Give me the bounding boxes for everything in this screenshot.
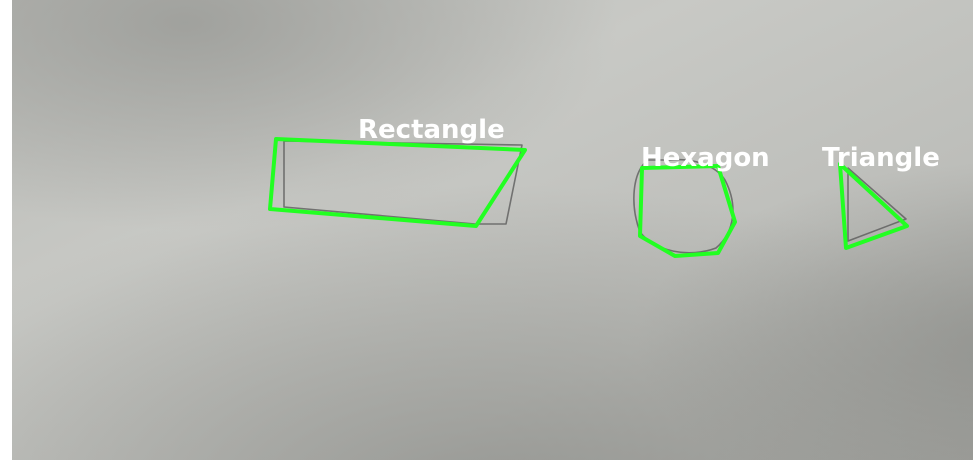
triangle-detection: Triangle xyxy=(822,143,940,250)
hexagon-contour xyxy=(638,164,737,258)
rectangle-contour xyxy=(268,137,527,228)
triangle-label: Triangle xyxy=(822,143,940,173)
rectangle-pencil-drawing xyxy=(283,140,523,225)
hexagon-detection: Hexagon xyxy=(633,143,770,258)
paper-background xyxy=(12,0,973,460)
hexagon-label: Hexagon xyxy=(641,143,770,173)
rectangle-label: Rectangle xyxy=(358,115,505,145)
triangle-contour xyxy=(838,162,909,250)
rectangle-detection: Rectangle xyxy=(268,115,527,228)
triangle-pencil-drawing xyxy=(847,167,907,242)
